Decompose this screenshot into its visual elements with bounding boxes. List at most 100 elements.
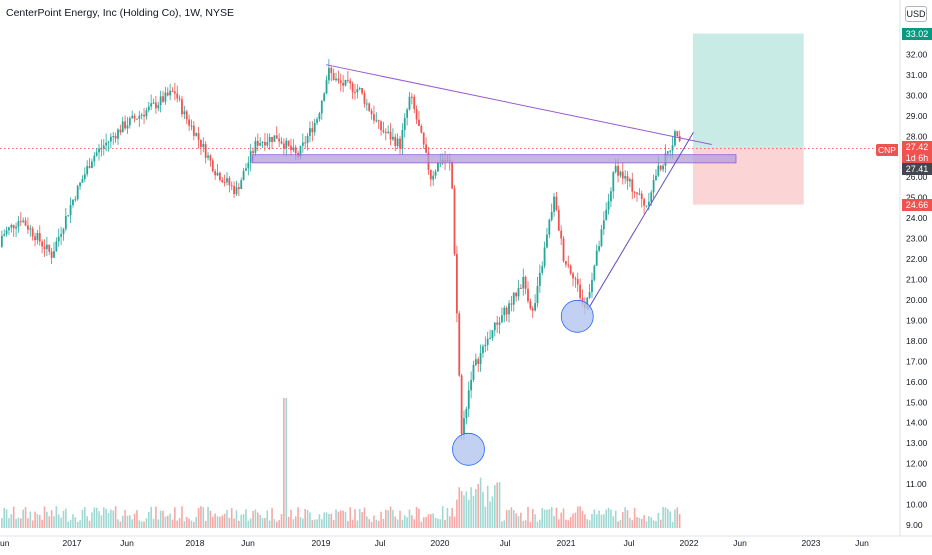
- volume-bar: [456, 499, 458, 528]
- volume-bar: [117, 519, 119, 528]
- volume-bar: [67, 521, 70, 528]
- candle-body: [356, 89, 359, 93]
- stop-price-tag: 24.66: [902, 198, 932, 211]
- candle-body: [536, 285, 539, 304]
- candle-body: [633, 191, 636, 193]
- currency-button[interactable]: USD: [905, 6, 927, 22]
- volume-bar: [448, 516, 451, 528]
- candle-body: [55, 241, 58, 252]
- price-tick-label: 12.00: [906, 459, 928, 469]
- volume-bar: [451, 508, 453, 528]
- volume-bar: [593, 509, 596, 528]
- price-tick-label: 16.00: [906, 377, 928, 387]
- volume-bar: [302, 518, 304, 528]
- volume-bar: [522, 520, 525, 528]
- candle-body: [586, 297, 589, 308]
- candle-body: [650, 192, 653, 202]
- volume-bar: [356, 520, 359, 528]
- candle-body: [346, 79, 349, 81]
- volume-bar: [264, 518, 266, 528]
- time-axis: un 2017 Jun 2018 Jun 2019 Jul 2020 Jul 2021 Jul 202…: [0, 535, 932, 548]
- volume-bar: [612, 516, 615, 528]
- candle-body: [515, 292, 518, 297]
- volume-bar: [368, 519, 370, 528]
- volume-bar: [569, 516, 572, 528]
- volume-bar: [370, 521, 373, 528]
- volume-bar: [55, 506, 58, 528]
- volume-bar: [349, 507, 352, 528]
- candle-body: [31, 228, 34, 237]
- volume-bar: [65, 508, 67, 528]
- candle-body: [636, 192, 638, 195]
- volume-bar: [636, 517, 638, 528]
- candle-body: [254, 140, 257, 153]
- volume-bar: [633, 508, 636, 528]
- candle-body: [614, 165, 617, 173]
- candle-body: [0, 235, 3, 247]
- time-tick-label: un: [0, 538, 10, 548]
- candle-body: [280, 141, 283, 144]
- candle-body: [389, 131, 392, 140]
- volume-bar: [489, 501, 491, 528]
- candle-body: [467, 390, 470, 409]
- candle-body: [22, 220, 25, 222]
- candle-body: [517, 287, 520, 297]
- volume-bar: [427, 514, 430, 528]
- volume-bar: [129, 515, 131, 528]
- volume-bar: [100, 515, 103, 528]
- candle-body: [10, 224, 13, 228]
- price-tick-label: 28.00: [906, 131, 928, 141]
- volume-bar: [81, 509, 84, 528]
- price-tick-label: 23.00: [906, 234, 928, 244]
- volume-bar: [472, 495, 475, 528]
- candle-body: [541, 266, 544, 273]
- volume-bar: [143, 521, 145, 528]
- candle-body: [619, 171, 622, 176]
- candle-body: [607, 201, 610, 210]
- volume-bar: [434, 517, 437, 528]
- candle-body: [669, 150, 672, 152]
- candle-body: [34, 236, 36, 241]
- candle-body: [278, 138, 281, 142]
- volume-bar: [294, 516, 297, 528]
- candle-body: [560, 230, 563, 239]
- volume-bar: [363, 507, 366, 528]
- candle-body: [674, 131, 676, 146]
- volume-bar: [136, 510, 138, 528]
- volume-bar: [140, 521, 143, 528]
- candle-body: [328, 67, 330, 81]
- price-tick-label: 21.00: [906, 275, 928, 285]
- volume-bar: [465, 491, 468, 528]
- candle-body: [453, 188, 456, 255]
- volume-bar: [621, 512, 624, 528]
- volume-bar: [619, 520, 622, 528]
- time-tick-label: Jul: [500, 538, 511, 548]
- candle-body: [235, 187, 238, 194]
- candle-body: [602, 220, 605, 230]
- volume-bar: [27, 518, 29, 528]
- volume-bar: [133, 513, 136, 528]
- volume-bar: [88, 520, 91, 528]
- volume-bar: [223, 513, 226, 528]
- candle-body: [207, 155, 209, 158]
- candle-body: [211, 160, 214, 172]
- volume-bar: [496, 482, 498, 528]
- volume-bar: [572, 513, 574, 528]
- price-tick-label: 31.00: [906, 70, 928, 80]
- candle-body: [351, 83, 354, 92]
- candle-body: [264, 141, 266, 146]
- time-tick-label: 2019: [312, 538, 331, 548]
- candle-body: [342, 82, 345, 86]
- volume-bar: [399, 510, 401, 528]
- candle-body: [268, 137, 271, 143]
- volume-bar: [304, 508, 307, 528]
- candle-body: [501, 315, 503, 323]
- volume-bar: [344, 511, 347, 528]
- volume-bar: [69, 519, 72, 528]
- volume-bar: [586, 519, 589, 528]
- candle-body: [593, 265, 596, 280]
- ticker-tag: CNP: [876, 144, 898, 156]
- volume-bar: [105, 508, 107, 528]
